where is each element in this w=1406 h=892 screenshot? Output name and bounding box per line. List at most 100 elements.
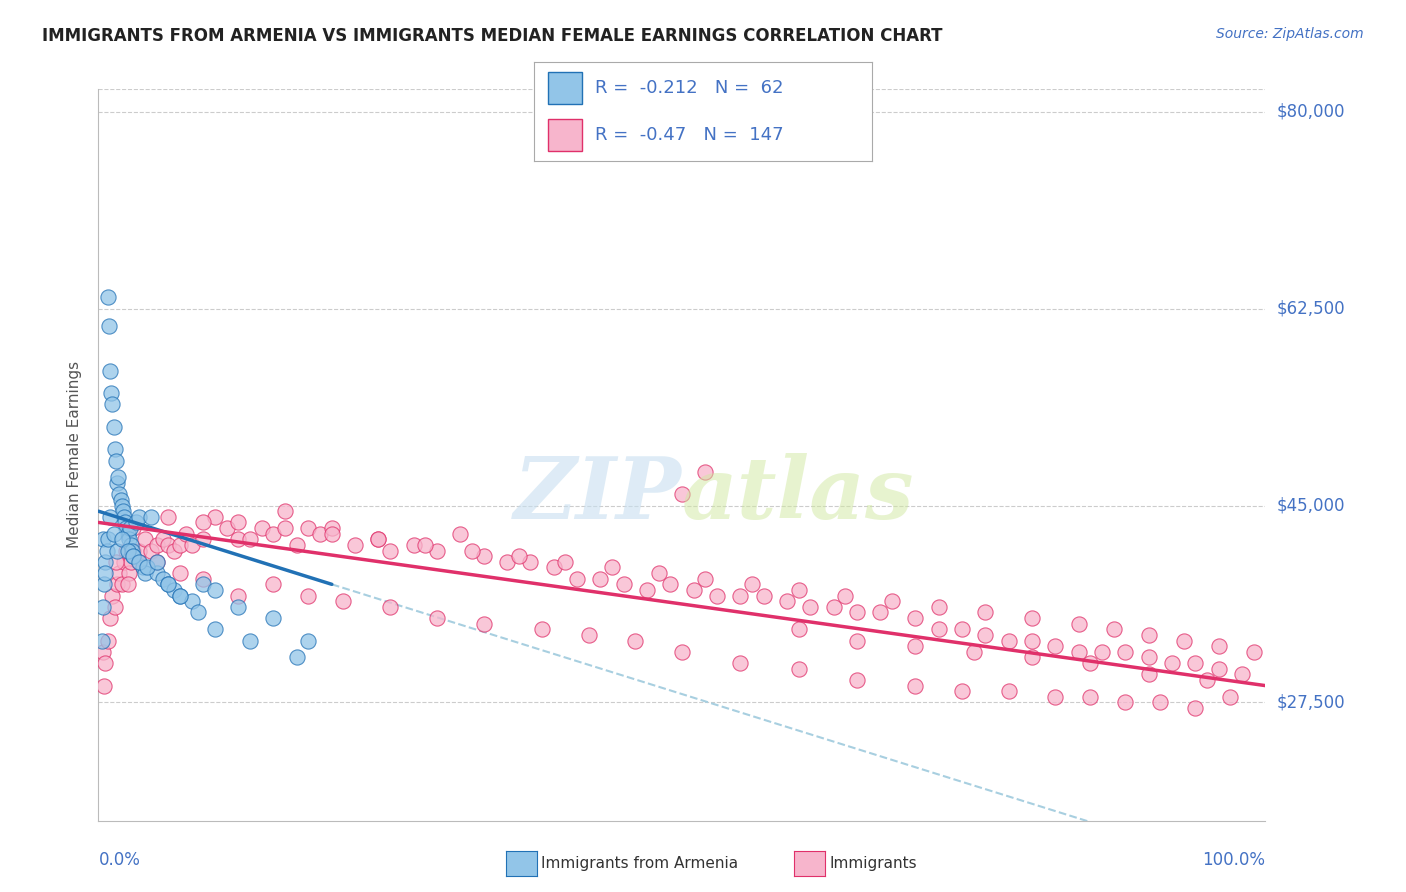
Point xyxy=(94,656,117,670)
Point xyxy=(128,543,150,558)
Text: 100.0%: 100.0% xyxy=(1202,851,1265,869)
Point xyxy=(204,582,226,597)
Point xyxy=(111,504,134,518)
Point xyxy=(413,538,436,552)
Point xyxy=(565,572,588,586)
Point xyxy=(974,606,997,620)
Point xyxy=(107,470,129,484)
Point xyxy=(122,549,145,564)
Point xyxy=(928,599,950,614)
Point xyxy=(834,589,856,603)
Point xyxy=(139,543,162,558)
Point xyxy=(671,645,693,659)
Text: ZIP: ZIP xyxy=(515,452,682,536)
Point xyxy=(426,543,449,558)
Point xyxy=(344,538,367,552)
Point xyxy=(962,645,984,659)
Point xyxy=(117,543,139,558)
Point xyxy=(682,582,704,597)
Point xyxy=(97,533,120,547)
Text: Immigrants from Armenia: Immigrants from Armenia xyxy=(541,856,738,871)
Point xyxy=(262,526,284,541)
Text: $62,500: $62,500 xyxy=(1277,300,1346,318)
Point xyxy=(950,623,973,637)
Point xyxy=(180,594,202,608)
Point xyxy=(115,521,138,535)
Point xyxy=(250,521,273,535)
Text: $80,000: $80,000 xyxy=(1277,103,1346,120)
Point xyxy=(799,599,821,614)
Text: 0.0%: 0.0% xyxy=(98,851,141,869)
Bar xyxy=(548,72,582,103)
Point xyxy=(98,611,121,625)
Point xyxy=(112,509,135,524)
Point xyxy=(321,521,343,535)
Point xyxy=(128,509,150,524)
Point xyxy=(1102,623,1125,637)
Point xyxy=(146,566,169,580)
Point xyxy=(1045,690,1067,704)
Point xyxy=(93,679,115,693)
Point xyxy=(91,645,114,659)
Point xyxy=(100,386,122,401)
Point xyxy=(1173,633,1195,648)
Point xyxy=(730,656,752,670)
Point xyxy=(105,476,128,491)
Point xyxy=(228,589,250,603)
Point xyxy=(91,599,114,614)
Point xyxy=(730,589,752,603)
Point xyxy=(262,577,284,591)
Point xyxy=(472,549,495,564)
Point xyxy=(1114,696,1136,710)
Point xyxy=(1184,656,1206,670)
Point xyxy=(845,633,868,648)
Point xyxy=(1045,639,1067,653)
Point xyxy=(180,538,202,552)
Point xyxy=(695,572,717,586)
Point xyxy=(402,538,425,552)
Point xyxy=(461,543,484,558)
Point xyxy=(122,521,145,535)
Point xyxy=(146,555,169,569)
Point xyxy=(174,526,197,541)
Text: atlas: atlas xyxy=(682,452,914,536)
Point xyxy=(114,516,136,530)
Point xyxy=(1080,690,1102,704)
Point xyxy=(1230,667,1253,681)
Point xyxy=(117,577,139,591)
Point xyxy=(108,487,131,501)
Point xyxy=(706,589,728,603)
Point xyxy=(378,543,402,558)
Text: R =  -0.47   N =  147: R = -0.47 N = 147 xyxy=(595,126,783,144)
Point xyxy=(136,560,159,574)
Text: Immigrants: Immigrants xyxy=(830,856,917,871)
Point xyxy=(530,623,553,637)
Point xyxy=(128,555,150,569)
Point xyxy=(647,566,669,580)
Point xyxy=(115,543,138,558)
Point xyxy=(262,611,284,625)
Point xyxy=(134,533,156,547)
Point xyxy=(1219,690,1241,704)
Point xyxy=(193,533,215,547)
Point xyxy=(612,577,634,591)
Point xyxy=(239,633,262,648)
Text: R =  -0.212   N =  62: R = -0.212 N = 62 xyxy=(595,79,783,97)
Point xyxy=(1195,673,1218,687)
Point xyxy=(152,533,174,547)
Point xyxy=(103,419,125,434)
Point xyxy=(671,487,693,501)
Point xyxy=(1243,645,1265,659)
Point xyxy=(187,606,209,620)
Point xyxy=(950,684,973,698)
Point xyxy=(787,582,810,597)
Point xyxy=(134,566,156,580)
Point xyxy=(1021,633,1043,648)
Point xyxy=(845,673,868,687)
Point xyxy=(519,555,541,569)
Point xyxy=(122,549,145,564)
Point xyxy=(974,628,997,642)
Point xyxy=(1021,611,1043,625)
Point xyxy=(904,611,927,625)
Point xyxy=(118,533,141,547)
